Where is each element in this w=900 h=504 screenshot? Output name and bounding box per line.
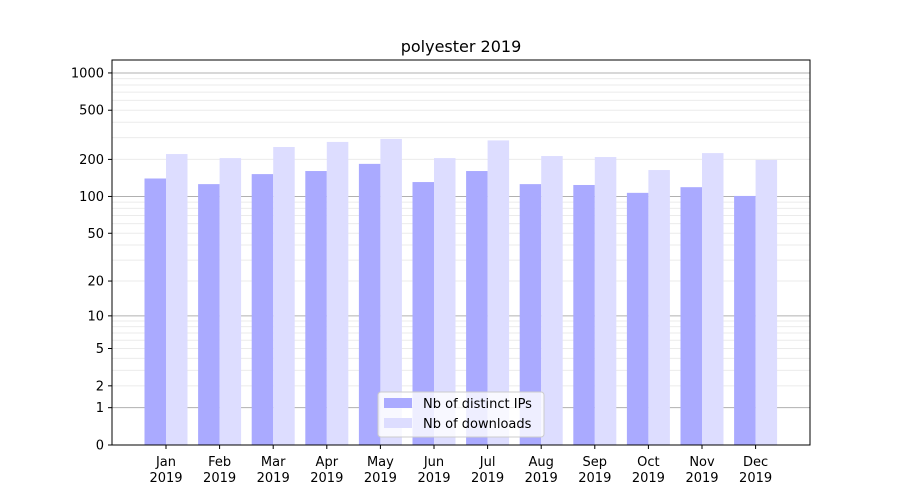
x-tick-label: Mar 2019: [257, 455, 290, 486]
bar-distinct-ips: [466, 171, 488, 445]
bar-downloads: [702, 153, 724, 445]
legend: Nb of distinct IPs Nb of downloads: [377, 391, 545, 438]
bar-downloads: [326, 141, 349, 445]
y-tick-label: 100: [79, 190, 104, 205]
x-tick-label: Sep 2019: [578, 455, 611, 486]
chart-title: polyester 2019: [401, 37, 522, 56]
bar-distinct-ips: [144, 178, 166, 445]
x-tick-label: Jul 2019: [471, 455, 504, 486]
bar-downloads: [755, 159, 778, 446]
x-tick-label: Feb 2019: [203, 455, 236, 486]
bar-distinct-ips: [358, 163, 381, 445]
plot-frame: [111, 59, 811, 446]
bar-distinct-ips: [519, 184, 542, 445]
bar-distinct-ips: [305, 171, 327, 445]
y-tick-label: 200: [79, 153, 104, 168]
x-tick-label: Jun 2019: [417, 455, 450, 486]
legend-label: Nb of distinct IPs: [423, 397, 532, 412]
bar-downloads: [273, 147, 295, 445]
y-tick-label: 2: [96, 379, 104, 394]
y-tick-label: 20: [87, 275, 104, 290]
x-tick-label: Dec 2019: [739, 455, 772, 486]
bar-distinct-ips: [198, 184, 220, 445]
legend-swatch: [384, 418, 412, 428]
bar-distinct-ips: [626, 192, 649, 445]
bar-downloads: [434, 158, 456, 446]
bar-distinct-ips: [251, 174, 274, 445]
y-tick-label: 5: [96, 342, 104, 357]
bar-downloads: [380, 138, 402, 445]
bar-distinct-ips: [680, 187, 702, 445]
bar-distinct-ips: [734, 195, 756, 445]
y-tick-label: 50: [87, 227, 104, 242]
y-tick-label: 0: [96, 439, 104, 454]
bar-downloads: [487, 140, 510, 445]
x-tick-label: Apr 2019: [310, 455, 343, 486]
legend-label: Nb of downloads: [423, 417, 532, 432]
x-tick-label: May 2019: [364, 455, 397, 486]
bar-downloads: [166, 154, 188, 445]
bar-downloads: [648, 170, 670, 446]
bar-downloads: [219, 158, 242, 446]
bar-downloads: [541, 156, 563, 445]
x-tick-label: Aug 2019: [525, 455, 558, 486]
y-tick-label: 500: [79, 104, 104, 119]
bar-distinct-ips: [573, 184, 595, 445]
y-tick-label: 10: [87, 309, 104, 324]
legend-swatch: [384, 398, 412, 408]
y-tick-label: 1: [96, 401, 104, 416]
x-tick-label: Nov 2019: [685, 455, 718, 486]
x-tick-label: Oct 2019: [632, 455, 665, 486]
y-tick-label: 1000: [71, 66, 104, 81]
legend-box: [377, 391, 545, 438]
bar-downloads: [594, 157, 617, 445]
bar-distinct-ips: [412, 182, 434, 445]
x-tick-label: Jan 2019: [149, 455, 182, 486]
